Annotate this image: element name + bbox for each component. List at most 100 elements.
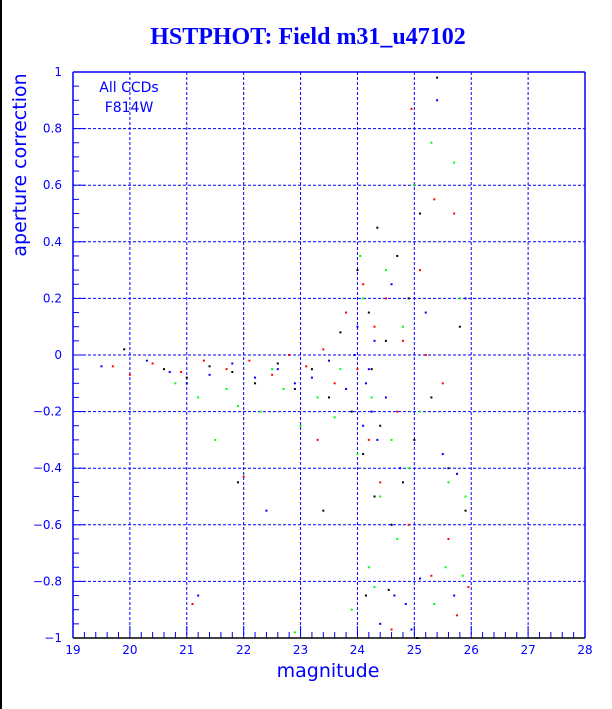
data-point-red — [407, 523, 410, 526]
data-point-red — [441, 382, 444, 385]
data-point-blue — [424, 311, 427, 314]
data-point-green — [339, 368, 342, 371]
data-point-red — [362, 283, 365, 286]
data-point-blue — [254, 376, 257, 379]
data-point-green — [430, 141, 433, 144]
grid-lines — [73, 72, 585, 638]
data-point-red — [191, 603, 194, 606]
data-point-red — [225, 368, 228, 371]
x-tick-label: 22 — [236, 643, 251, 657]
data-point-red — [390, 628, 393, 631]
x-tick-label: 28 — [577, 643, 592, 657]
data-point-green — [373, 586, 376, 589]
data-point-green — [333, 416, 336, 419]
data-point-black — [407, 297, 410, 300]
data-point-blue — [410, 628, 413, 631]
data-point-green — [174, 382, 177, 385]
data-point-green — [367, 566, 370, 569]
data-point-blue — [100, 365, 103, 368]
data-point-green — [299, 424, 302, 427]
data-point-black — [401, 481, 404, 484]
data-point-red — [151, 362, 154, 365]
data-point-red — [248, 359, 251, 362]
data-point-blue — [364, 382, 367, 385]
data-point-black — [396, 254, 399, 257]
annotation-ccds: All CCDs — [99, 80, 158, 96]
data-point-green — [225, 387, 228, 390]
data-point-green — [407, 467, 410, 470]
x-tick-label: 19 — [65, 643, 80, 657]
data-point-black — [370, 368, 373, 371]
data-point-green — [444, 566, 447, 569]
data-point-green — [350, 608, 353, 611]
data-point-black — [350, 410, 353, 413]
y-tick-label: 0.8 — [43, 122, 62, 136]
data-point-black — [413, 438, 416, 441]
data-point-red — [367, 438, 370, 441]
data-point-red — [316, 438, 319, 441]
data-point-red — [456, 614, 458, 617]
data-point-blue — [436, 99, 439, 102]
data-point-blue — [145, 359, 148, 362]
data-point-black — [185, 376, 188, 379]
y-tick-label: 0.2 — [43, 291, 62, 305]
data-point-blue — [197, 594, 200, 597]
data-point-green — [293, 631, 296, 634]
data-point-black — [367, 311, 370, 314]
data-point-red — [410, 107, 413, 110]
data-point-red — [111, 365, 114, 368]
tick-labels: 19 20 21 22 23 24 25 26 27 28 −1 −0.8 −0.6 −0.4 −0.2 0 0… — [33, 65, 593, 657]
data-point-red — [322, 348, 325, 351]
data-point-red — [419, 269, 422, 272]
data-point-blue — [379, 622, 382, 625]
data-point-black — [310, 368, 313, 371]
data-point-green — [464, 495, 467, 498]
data-point-green — [390, 438, 393, 441]
y-tick-label: 1 — [54, 65, 62, 79]
x-axis-title: magnitude — [277, 660, 380, 682]
data-point-black — [322, 509, 325, 512]
data-point-blue — [399, 467, 402, 470]
data-point-red — [288, 354, 291, 356]
data-point-blue — [373, 339, 376, 342]
data-point-green — [356, 453, 359, 456]
data-point-green — [197, 396, 200, 399]
data-point-blue — [453, 594, 456, 597]
data-point-green — [259, 410, 262, 413]
data-point-blue — [419, 577, 422, 580]
data-point-green — [370, 396, 373, 399]
x-tick-label: 20 — [122, 643, 137, 657]
data-point-red — [401, 339, 404, 342]
data-point-blue — [362, 424, 365, 427]
data-point-green — [433, 603, 436, 606]
data-point-red — [424, 354, 427, 356]
data-point-blue — [441, 453, 444, 456]
data-point-red — [384, 297, 387, 300]
data-point-black — [276, 362, 279, 365]
data-point-green — [379, 495, 382, 498]
data-point-black — [387, 588, 390, 591]
y-tick-label: −0.4 — [33, 461, 62, 475]
data-point-black — [384, 339, 387, 342]
data-point-green — [359, 254, 362, 257]
y-axis-title: aperture correction — [9, 73, 31, 256]
data-point-black — [364, 594, 367, 597]
data-point-red — [453, 212, 456, 215]
data-point-blue — [345, 387, 348, 390]
data-point-blue — [456, 472, 458, 475]
data-point-black — [419, 212, 422, 215]
x-tick-label: 27 — [520, 643, 535, 657]
data-point-green — [316, 396, 319, 399]
data-point-black — [293, 387, 296, 390]
data-point-blue — [231, 362, 234, 365]
data-point-black — [163, 368, 166, 371]
data-point-green — [396, 537, 399, 540]
data-point-red — [128, 373, 131, 376]
data-point-blue — [356, 325, 359, 328]
data-point-blue — [293, 382, 296, 385]
x-tick-label: 26 — [464, 643, 479, 657]
data-point-black — [208, 365, 211, 368]
data-point-red — [467, 586, 470, 589]
data-point-black — [356, 269, 359, 272]
